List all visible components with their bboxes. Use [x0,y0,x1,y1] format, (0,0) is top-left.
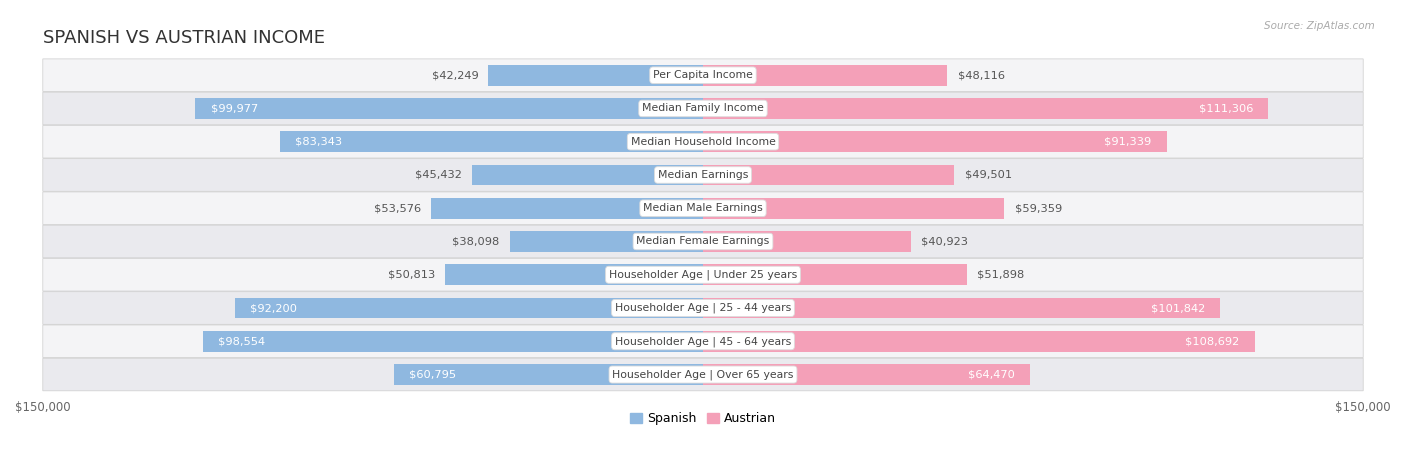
Text: $51,898: $51,898 [977,270,1024,280]
Bar [703,65,948,85]
Text: $45,432: $45,432 [415,170,463,180]
Text: $40,923: $40,923 [921,236,967,247]
Text: $59,359: $59,359 [1015,203,1062,213]
Text: Householder Age | Over 65 years: Householder Age | Over 65 years [612,369,794,380]
Bar [430,198,703,219]
Text: $38,098: $38,098 [453,236,499,247]
Bar [703,331,1256,352]
Text: $92,200: $92,200 [250,303,297,313]
Bar [703,231,911,252]
FancyBboxPatch shape [42,258,1364,291]
Text: Householder Age | 45 - 64 years: Householder Age | 45 - 64 years [614,336,792,347]
Text: $91,339: $91,339 [1104,137,1152,147]
Text: $49,501: $49,501 [965,170,1012,180]
Bar [509,231,703,252]
Legend: Spanish, Austrian: Spanish, Austrian [624,407,782,430]
Text: Householder Age | Under 25 years: Householder Age | Under 25 years [609,269,797,280]
Text: Per Capita Income: Per Capita Income [652,70,754,80]
Text: $111,306: $111,306 [1199,104,1253,113]
FancyBboxPatch shape [42,192,1364,225]
Bar [703,297,1220,318]
FancyBboxPatch shape [42,225,1364,258]
Bar [195,98,703,119]
Bar [472,165,703,185]
Text: Median Female Earnings: Median Female Earnings [637,236,769,247]
Bar [703,165,955,185]
Text: $48,116: $48,116 [957,70,1004,80]
Bar [235,297,703,318]
Text: Median Earnings: Median Earnings [658,170,748,180]
FancyBboxPatch shape [42,325,1364,358]
Text: Median Male Earnings: Median Male Earnings [643,203,763,213]
Bar [444,264,703,285]
FancyBboxPatch shape [42,159,1364,191]
Bar [703,131,1167,152]
FancyBboxPatch shape [42,292,1364,324]
Bar [488,65,703,85]
Text: Median Household Income: Median Household Income [630,137,776,147]
Text: $60,795: $60,795 [409,369,457,380]
Text: $64,470: $64,470 [969,369,1015,380]
Bar [394,364,703,385]
Bar [703,98,1268,119]
Text: $83,343: $83,343 [295,137,342,147]
Text: $53,576: $53,576 [374,203,420,213]
Text: $42,249: $42,249 [432,70,478,80]
FancyBboxPatch shape [42,59,1364,92]
Bar [703,364,1031,385]
Text: Source: ZipAtlas.com: Source: ZipAtlas.com [1264,21,1375,31]
Bar [703,264,966,285]
FancyBboxPatch shape [42,126,1364,158]
Text: $50,813: $50,813 [388,270,434,280]
Text: $108,692: $108,692 [1185,336,1240,346]
FancyBboxPatch shape [42,92,1364,125]
Text: Householder Age | 25 - 44 years: Householder Age | 25 - 44 years [614,303,792,313]
Text: $99,977: $99,977 [211,104,257,113]
Bar [280,131,703,152]
Bar [202,331,703,352]
Bar [703,198,1004,219]
Text: $98,554: $98,554 [218,336,264,346]
Text: Median Family Income: Median Family Income [643,104,763,113]
Text: SPANISH VS AUSTRIAN INCOME: SPANISH VS AUSTRIAN INCOME [42,29,325,47]
FancyBboxPatch shape [42,358,1364,391]
Text: $101,842: $101,842 [1150,303,1205,313]
